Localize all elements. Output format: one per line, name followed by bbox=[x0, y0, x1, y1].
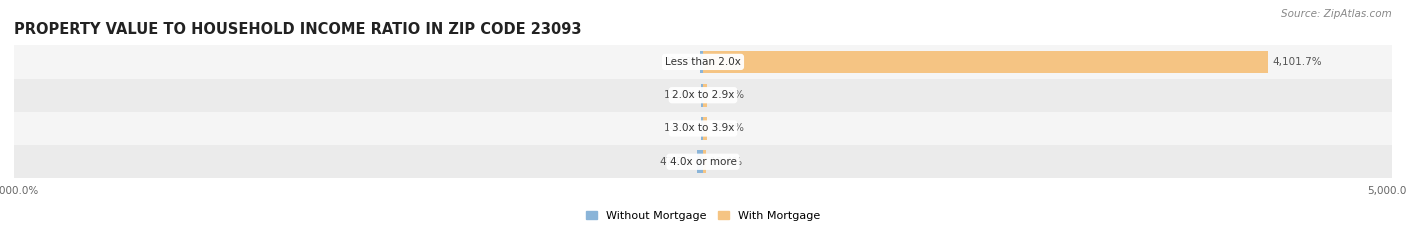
Bar bbox=[700, 51, 703, 73]
Bar bbox=[14, 45, 1392, 79]
Text: 4.0x or more: 4.0x or more bbox=[669, 157, 737, 167]
Text: 47.0%: 47.0% bbox=[659, 157, 692, 167]
Bar bbox=[703, 51, 1268, 73]
Text: 3.0x to 3.9x: 3.0x to 3.9x bbox=[672, 123, 734, 134]
Bar bbox=[703, 151, 706, 173]
Bar bbox=[14, 145, 1392, 178]
Text: 2.0x to 2.9x: 2.0x to 2.9x bbox=[672, 90, 734, 100]
Text: 18.4%: 18.4% bbox=[710, 157, 742, 167]
Text: 14.9%: 14.9% bbox=[664, 123, 697, 134]
Text: Less than 2.0x: Less than 2.0x bbox=[665, 57, 741, 67]
Bar bbox=[700, 84, 703, 106]
Bar bbox=[14, 79, 1392, 112]
Text: Source: ZipAtlas.com: Source: ZipAtlas.com bbox=[1281, 9, 1392, 19]
Text: 28.0%: 28.0% bbox=[711, 123, 744, 134]
Text: 15.6%: 15.6% bbox=[664, 90, 697, 100]
Text: PROPERTY VALUE TO HOUSEHOLD INCOME RATIO IN ZIP CODE 23093: PROPERTY VALUE TO HOUSEHOLD INCOME RATIO… bbox=[14, 22, 582, 37]
Bar bbox=[703, 117, 707, 140]
Bar bbox=[702, 117, 703, 140]
Bar bbox=[696, 151, 703, 173]
Text: 21.1%: 21.1% bbox=[662, 57, 696, 67]
Legend: Without Mortgage, With Mortgage: Without Mortgage, With Mortgage bbox=[582, 206, 824, 225]
Text: 4,101.7%: 4,101.7% bbox=[1272, 57, 1322, 67]
Bar bbox=[14, 112, 1392, 145]
Bar bbox=[703, 84, 707, 106]
Text: 28.9%: 28.9% bbox=[711, 90, 744, 100]
